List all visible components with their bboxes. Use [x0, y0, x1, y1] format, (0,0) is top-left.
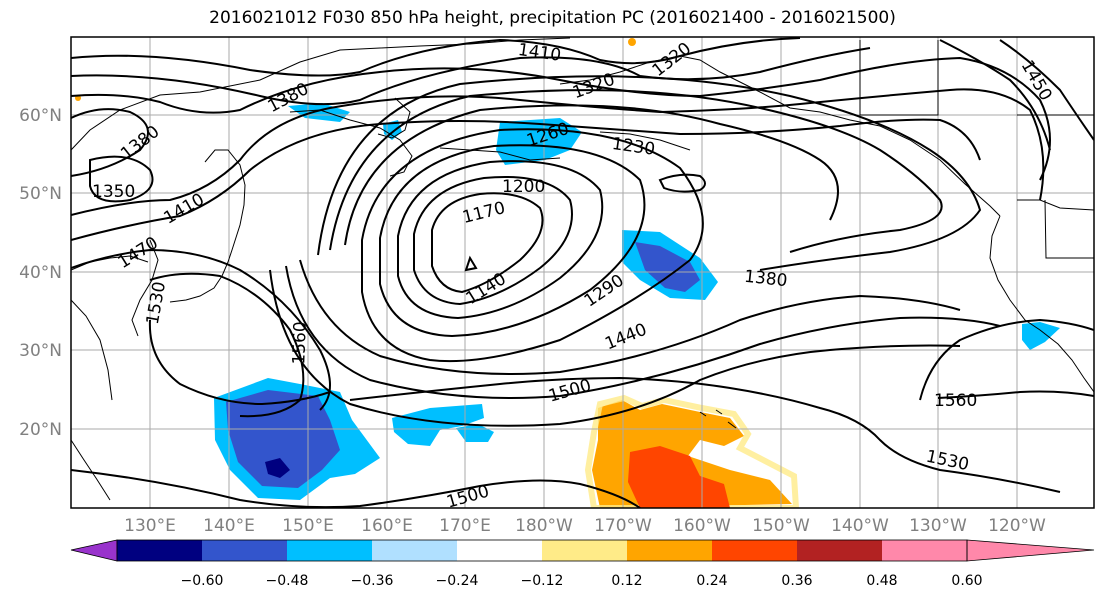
colorbar-tick: −0.48	[266, 573, 309, 589]
lat-label: 50°N	[19, 184, 62, 204]
lon-label: 120°W	[988, 516, 1046, 536]
lat-label: 40°N	[19, 263, 62, 283]
colorbar-tick: 0.60	[951, 573, 982, 589]
map-title: 2016021012 F030 850 hPa height, precipit…	[209, 8, 896, 28]
precip-positive-hawaii-core	[628, 446, 730, 508]
colorbar-extend-right	[966, 539, 1095, 562]
latitude-labels: 60°N 50°N 40°N 30°N 20°N	[19, 106, 62, 440]
colorbar-segment	[882, 540, 967, 561]
precip-negative-northpacific-core	[635, 242, 700, 292]
contour-label: 1380	[743, 267, 788, 291]
colorbar-segment	[287, 540, 372, 561]
precip-negative-california	[1022, 322, 1060, 350]
map-frame	[70, 36, 1095, 509]
precip-positive-spot	[628, 38, 636, 46]
lon-label: 170°W	[594, 516, 652, 536]
lon-label: 150°W	[752, 516, 810, 536]
colorbar-extend-left	[70, 539, 118, 562]
colorbar-tick: 0.24	[696, 573, 727, 589]
colorbar-segment	[117, 540, 202, 561]
lon-label: 130°E	[124, 516, 176, 536]
contour-label: 1560	[934, 391, 977, 411]
height-contours	[71, 37, 1094, 508]
longitude-labels: 130°E 140°E 150°E 160°E 170°E 180°W 170°…	[124, 516, 1046, 536]
colorbar-segment	[542, 540, 627, 561]
precip-negative-westpacific-min	[265, 458, 290, 478]
lat-label: 20°N	[19, 420, 62, 440]
contour-label: 1200	[502, 177, 545, 197]
precip-negative-central	[392, 404, 484, 446]
lon-label: 160°W	[673, 516, 731, 536]
colorbar-segment	[202, 540, 287, 561]
lon-label: 140°W	[831, 516, 889, 536]
lon-label: 150°E	[282, 516, 334, 536]
lon-label: 140°E	[203, 516, 255, 536]
contour-label: 1560	[289, 321, 310, 365]
lon-label: 180°W	[515, 516, 573, 536]
colorbar-tick: −0.24	[436, 573, 479, 589]
colorbar-segment	[372, 540, 457, 561]
colorbar-segment	[457, 540, 542, 561]
colorbar-tick: −0.12	[521, 573, 564, 589]
lon-label: 160°E	[361, 516, 413, 536]
lon-label: 130°W	[909, 516, 967, 536]
colorbar: −0.60 −0.48 −0.36 −0.24 −0.12 0.12 0.24 …	[70, 539, 1095, 589]
contour-label: 1350	[92, 182, 135, 202]
colorbar-outline	[116, 539, 968, 562]
colorbar-tick: −0.36	[351, 573, 394, 589]
colorbar-segment	[627, 540, 712, 561]
colorbar-segment	[797, 540, 882, 561]
lat-label: 30°N	[19, 341, 62, 361]
colorbar-tick: 0.36	[781, 573, 812, 589]
colorbar-tick: 0.12	[611, 573, 642, 589]
precip-negative-westpacific-core	[226, 390, 340, 488]
colorbar-segment	[712, 540, 797, 561]
colorbar-tick: −0.60	[181, 573, 224, 589]
colorbar-tick: 0.48	[866, 573, 897, 589]
lon-label: 170°E	[439, 516, 491, 536]
lat-label: 60°N	[19, 106, 62, 126]
